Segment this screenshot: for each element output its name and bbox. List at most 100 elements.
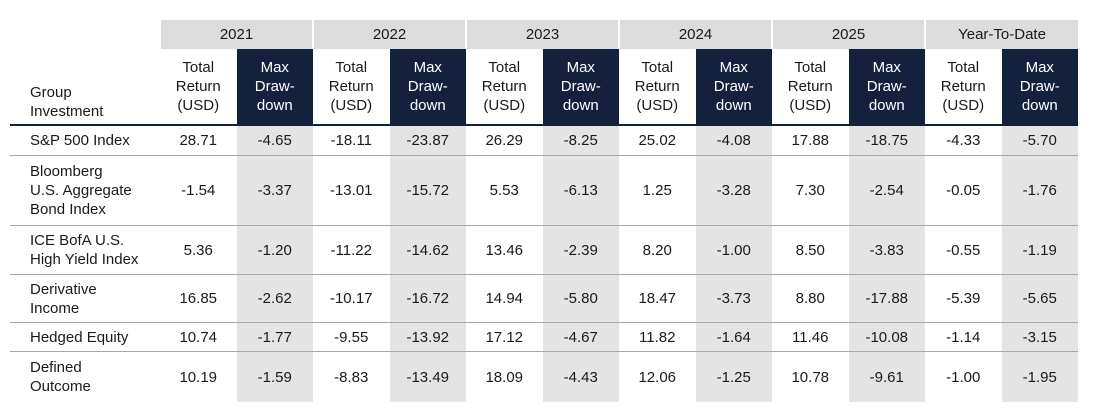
row-label-line: Income: [30, 299, 80, 317]
max-drawdown-cell: -2.39: [542, 225, 619, 275]
total-return-header-2022: Total Return (USD): [313, 49, 390, 126]
table-row: Hedged Equity 10.74 -1.77 -9.55 -13.92 17.12-…: [10, 322, 1079, 352]
subheader-row: Group Investment Total Return (USD) Max Draw…: [10, 49, 1079, 126]
subheader-line: Return: [328, 78, 374, 95]
subheader-line: Return: [787, 78, 833, 95]
returns-table: 2021 2022 2023 2024 2025 Year-To-Date Group I…: [10, 20, 1079, 403]
table-body: S&P 500 Index 28.71 -4.65 -18.11 -23.87 26.29…: [10, 125, 1079, 403]
subheader-line: Draw-: [560, 78, 601, 95]
total-return-cell: 26.29: [466, 125, 543, 156]
max-drawdown-cell: -17.88: [848, 274, 925, 323]
subheader-line: (USD): [330, 97, 373, 114]
total-return-cell: 12.06: [638, 368, 677, 386]
table-row: Bloomberg U.S. Aggregate Bond Index -1.54 -3…: [10, 155, 1079, 226]
max-drawdown-cell: -1.76: [1001, 155, 1079, 226]
row-label-derivative-income: Derivative Income: [10, 274, 160, 323]
row-label-line: High Yield Index: [30, 251, 139, 268]
row-label-hedged-equity: Hedged Equity: [10, 322, 160, 352]
max-drawdown-cell: -5.70: [1001, 125, 1079, 156]
max-drawdown-header-2021: Max Draw-down: [236, 49, 313, 126]
total-return-cell: -13.01: [313, 155, 390, 226]
total-return-header-2024: Total Return (USD): [619, 49, 696, 126]
row-label-line: Outcome: [30, 378, 91, 395]
total-return-cell: 1.25: [619, 155, 696, 226]
total-return-header-2021: Total Return (USD): [160, 49, 237, 126]
subheader-line: (USD): [942, 97, 985, 114]
max-drawdown-cell: -3.15: [1001, 322, 1079, 352]
max-drawdown-header-2022: Max Draw-down: [389, 49, 466, 126]
group-investment-header: Group Investment: [10, 49, 160, 126]
subheader-line: Total: [947, 59, 980, 76]
year-header-2025: 2025: [771, 20, 925, 49]
subheader-line: Draw-: [866, 78, 907, 95]
total-return-cell: 7.30: [772, 155, 849, 226]
total-return-cell: 8.50: [772, 225, 849, 275]
total-return-header-year-to-date: Total Return (USD): [925, 49, 1002, 126]
total-return-cell: -1.54: [160, 155, 237, 226]
year-header-2021: 2021: [159, 20, 313, 49]
max-drawdown-header-2023: Max Draw-down: [542, 49, 619, 126]
subheader-line: down: [256, 97, 293, 114]
total-return-cell: 10.78: [791, 368, 830, 386]
row-label-line: Defined: [30, 359, 82, 376]
total-return-cell: 8.80: [772, 274, 849, 323]
investment-header-line: Investment: [30, 103, 104, 120]
subheader-line: Max: [872, 59, 901, 76]
max-drawdown-cell: -15.72: [389, 155, 466, 226]
max-drawdown-cell: -1.19: [1001, 225, 1079, 275]
max-drawdown-header-2025: Max Draw-down: [848, 49, 925, 126]
subheader-line: down: [562, 97, 599, 114]
subheader-line: Max: [413, 59, 442, 76]
max-drawdown-cell: -4.08: [695, 125, 772, 156]
max-drawdown-cell: -13.49: [389, 351, 466, 402]
subheader-line: (USD): [483, 97, 526, 114]
year-header-year-to-date: Year-To-Date: [923, 20, 1079, 49]
year-header-row: 2021 2022 2023 2024 2025 Year-To-Date: [10, 20, 1079, 49]
total-return-cell: 5.53: [466, 155, 543, 226]
total-return-header-2023: Total Return (USD): [466, 49, 543, 126]
max-drawdown-cell: -1.20: [236, 225, 313, 275]
total-return-cell: -9.55: [313, 322, 390, 352]
max-drawdown-cell: -4.67: [542, 322, 619, 352]
table-row: Derivative Income 16.85 -2.62 -10.17 -16.72 14…: [10, 274, 1079, 323]
total-return-cell: -1.14: [925, 322, 1002, 352]
total-return-cell: 8.20: [619, 225, 696, 275]
subheader-line: Draw-: [713, 78, 754, 95]
row-label-line: U.S. Aggregate: [30, 182, 132, 199]
max-drawdown-cell: -2.54: [848, 155, 925, 226]
total-return-cell: -1.00: [946, 368, 981, 386]
subheader-line: Total: [182, 59, 215, 76]
subheader-line: Draw-: [1019, 78, 1060, 95]
row-label-defined-outcome: Defined Outcome: [10, 352, 160, 403]
subheader-line: Max: [566, 59, 595, 76]
total-return-cell: -11.22: [313, 225, 390, 275]
total-return-cell: 14.94: [466, 274, 543, 323]
row-label-line: Hedged Equity: [30, 328, 129, 346]
table-row: S&P 500 Index 28.71 -4.65 -18.11 -23.87 26.29…: [10, 125, 1079, 156]
subheader-line: Max: [260, 59, 289, 76]
total-return-cell: 10.19: [179, 368, 218, 386]
max-drawdown-cell: -16.72: [389, 274, 466, 323]
max-drawdown-cell: -1.64: [695, 322, 772, 352]
subheader-line: Max: [1025, 59, 1054, 76]
total-return-cell: 13.46: [466, 225, 543, 275]
max-drawdown-cell: -6.13: [542, 155, 619, 226]
total-return-cell: 25.02: [619, 125, 696, 156]
subheader-line: down: [715, 97, 752, 114]
max-drawdown-cell: -5.80: [542, 274, 619, 323]
subheader-line: Return: [175, 78, 221, 95]
max-drawdown-cell: -13.92: [389, 322, 466, 352]
max-drawdown-cell: -23.87: [389, 125, 466, 156]
subheader-line: Draw-: [254, 78, 295, 95]
row-label-s-p-500-index: S&P 500 Index: [10, 125, 160, 156]
max-drawdown-cell: -3.28: [695, 155, 772, 226]
max-drawdown-cell: -14.62: [389, 225, 466, 275]
total-return-cell: -8.83: [334, 368, 369, 386]
max-drawdown-cell: -8.25: [542, 125, 619, 156]
max-drawdown-cell: -5.65: [1001, 274, 1079, 323]
subheader-line: (USD): [177, 97, 220, 114]
subheader-line: Total: [488, 59, 521, 76]
row-label-line: Bond Index: [30, 201, 106, 218]
max-drawdown-cell: -9.61: [848, 351, 925, 402]
total-return-cell: 11.46: [772, 322, 849, 352]
